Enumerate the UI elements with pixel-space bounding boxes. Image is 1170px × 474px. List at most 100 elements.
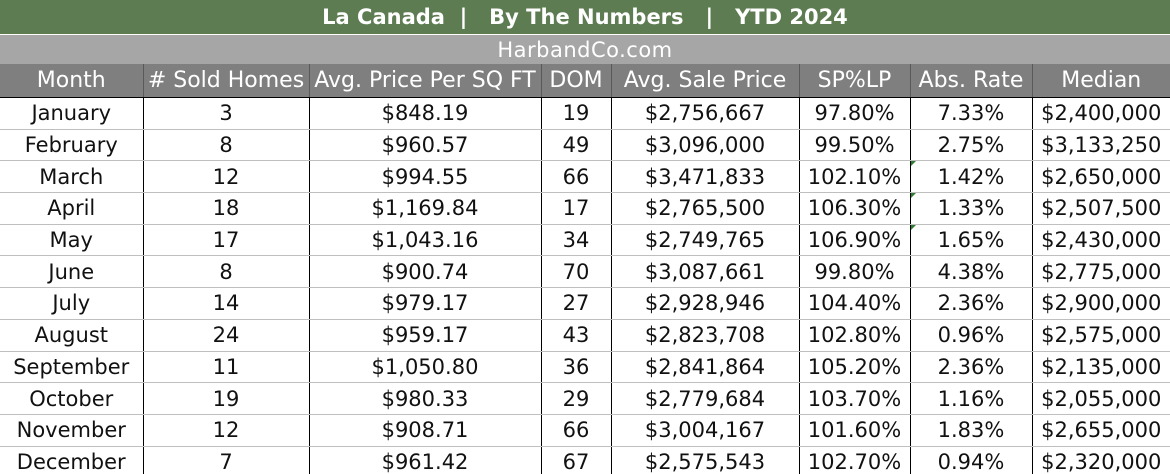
cell-month[interactable]: February	[0, 129, 144, 162]
cell-price-per-sqft[interactable]: $979.17	[309, 287, 542, 320]
cell-sp-lp[interactable]: 106.30%	[799, 192, 911, 225]
cell-month[interactable]: June	[0, 255, 144, 289]
cell-month[interactable]: January	[0, 97, 144, 130]
cell-median[interactable]: $2,775,000	[1032, 255, 1170, 289]
header-dom[interactable]: DOM	[541, 64, 612, 98]
cell-median[interactable]: $2,055,000	[1032, 382, 1170, 415]
cell-price-per-sqft[interactable]: $848.19	[309, 97, 542, 130]
cell-median[interactable]: $2,430,000	[1032, 224, 1170, 257]
cell-month[interactable]: October	[0, 382, 144, 415]
cell-sold-homes[interactable]: 7	[143, 446, 310, 474]
cell-avg-sale-price[interactable]: $3,087,661	[611, 255, 800, 289]
cell-sp-lp[interactable]: 102.70%	[799, 446, 911, 474]
cell-dom[interactable]: 66	[541, 160, 612, 194]
cell-price-per-sqft[interactable]: $961.42	[309, 446, 542, 474]
cell-abs-rate[interactable]: 1.42%	[910, 160, 1033, 194]
cell-sold-homes[interactable]: 8	[143, 129, 310, 162]
cell-avg-sale-price[interactable]: $2,575,543	[611, 446, 800, 474]
cell-price-per-sqft[interactable]: $1,169.84	[309, 192, 542, 225]
cell-median[interactable]: $3,133,250	[1032, 129, 1170, 162]
cell-sp-lp[interactable]: 101.60%	[799, 414, 911, 447]
cell-month[interactable]: July	[0, 287, 144, 320]
cell-abs-rate[interactable]: 2.75%	[910, 129, 1033, 162]
cell-avg-sale-price[interactable]: $2,841,864	[611, 351, 800, 384]
cell-abs-rate[interactable]: 0.96%	[910, 319, 1033, 352]
cell-dom[interactable]: 29	[541, 382, 612, 415]
cell-sp-lp[interactable]: 105.20%	[799, 351, 911, 384]
cell-dom[interactable]: 27	[541, 287, 612, 320]
cell-sp-lp[interactable]: 102.80%	[799, 319, 911, 352]
cell-abs-rate[interactable]: 1.16%	[910, 382, 1033, 415]
cell-sold-homes[interactable]: 18	[143, 192, 310, 225]
cell-dom[interactable]: 49	[541, 129, 612, 162]
cell-abs-rate[interactable]: 2.36%	[910, 351, 1033, 384]
cell-sold-homes[interactable]: 12	[143, 160, 310, 194]
cell-sold-homes[interactable]: 24	[143, 319, 310, 352]
cell-median[interactable]: $2,320,000	[1032, 446, 1170, 474]
cell-price-per-sqft[interactable]: $959.17	[309, 319, 542, 352]
cell-sp-lp[interactable]: 103.70%	[799, 382, 911, 415]
cell-avg-sale-price[interactable]: $2,779,684	[611, 382, 800, 415]
cell-abs-rate[interactable]: 7.33%	[910, 97, 1033, 130]
cell-abs-rate[interactable]: 4.38%	[910, 255, 1033, 289]
cell-abs-rate[interactable]: 0.94%	[910, 446, 1033, 474]
cell-dom[interactable]: 36	[541, 351, 612, 384]
cell-price-per-sqft[interactable]: $960.57	[309, 129, 542, 162]
cell-abs-rate[interactable]: 2.36%	[910, 287, 1033, 320]
cell-sold-homes[interactable]: 12	[143, 414, 310, 447]
cell-month[interactable]: September	[0, 351, 144, 384]
header-avg-sale-price[interactable]: Avg. Sale Price	[611, 64, 800, 98]
cell-dom[interactable]: 17	[541, 192, 612, 225]
cell-median[interactable]: $2,400,000	[1032, 97, 1170, 130]
header-median[interactable]: Median	[1032, 64, 1170, 98]
header-price-per-sqft[interactable]: Avg. Price Per SQ FT	[309, 64, 542, 98]
cell-avg-sale-price[interactable]: $3,004,167	[611, 414, 800, 447]
cell-price-per-sqft[interactable]: $1,050.80	[309, 351, 542, 384]
cell-median[interactable]: $2,655,000	[1032, 414, 1170, 447]
cell-sp-lp[interactable]: 97.80%	[799, 97, 911, 130]
header-abs-rate[interactable]: Abs. Rate	[910, 64, 1033, 98]
cell-price-per-sqft[interactable]: $908.71	[309, 414, 542, 447]
cell-month[interactable]: November	[0, 414, 144, 447]
cell-sold-homes[interactable]: 17	[143, 224, 310, 257]
cell-sp-lp[interactable]: 102.10%	[799, 160, 911, 194]
cell-median[interactable]: $2,135,000	[1032, 351, 1170, 384]
cell-month[interactable]: April	[0, 192, 144, 225]
cell-sp-lp[interactable]: 104.40%	[799, 287, 911, 320]
cell-avg-sale-price[interactable]: $2,756,667	[611, 97, 800, 130]
cell-price-per-sqft[interactable]: $900.74	[309, 255, 542, 289]
cell-month[interactable]: December	[0, 446, 144, 474]
cell-price-per-sqft[interactable]: $994.55	[309, 160, 542, 194]
cell-median[interactable]: $2,575,000	[1032, 319, 1170, 352]
cell-sold-homes[interactable]: 11	[143, 351, 310, 384]
cell-price-per-sqft[interactable]: $1,043.16	[309, 224, 542, 257]
cell-price-per-sqft[interactable]: $980.33	[309, 382, 542, 415]
cell-avg-sale-price[interactable]: $3,096,000	[611, 129, 800, 162]
cell-avg-sale-price[interactable]: $2,749,765	[611, 224, 800, 257]
cell-abs-rate[interactable]: 1.65%	[910, 224, 1033, 257]
cell-abs-rate[interactable]: 1.33%	[910, 192, 1033, 225]
cell-sold-homes[interactable]: 19	[143, 382, 310, 415]
cell-median[interactable]: $2,650,000	[1032, 160, 1170, 194]
cell-dom[interactable]: 66	[541, 414, 612, 447]
header-sold-homes[interactable]: # Sold Homes	[143, 64, 310, 98]
cell-sold-homes[interactable]: 8	[143, 255, 310, 289]
header-sp-lp[interactable]: SP%LP	[799, 64, 911, 98]
cell-dom[interactable]: 43	[541, 319, 612, 352]
cell-month[interactable]: May	[0, 224, 144, 257]
cell-sold-homes[interactable]: 14	[143, 287, 310, 320]
cell-dom[interactable]: 70	[541, 255, 612, 289]
cell-sp-lp[interactable]: 99.80%	[799, 255, 911, 289]
cell-dom[interactable]: 34	[541, 224, 612, 257]
cell-avg-sale-price[interactable]: $3,471,833	[611, 160, 800, 194]
cell-month[interactable]: March	[0, 160, 144, 194]
cell-median[interactable]: $2,507,500	[1032, 192, 1170, 225]
cell-avg-sale-price[interactable]: $2,928,946	[611, 287, 800, 320]
cell-median[interactable]: $2,900,000	[1032, 287, 1170, 320]
cell-month[interactable]: August	[0, 319, 144, 352]
cell-dom[interactable]: 19	[541, 97, 612, 130]
cell-sp-lp[interactable]: 99.50%	[799, 129, 911, 162]
cell-abs-rate[interactable]: 1.83%	[910, 414, 1033, 447]
cell-sp-lp[interactable]: 106.90%	[799, 224, 911, 257]
cell-avg-sale-price[interactable]: $2,765,500	[611, 192, 800, 225]
